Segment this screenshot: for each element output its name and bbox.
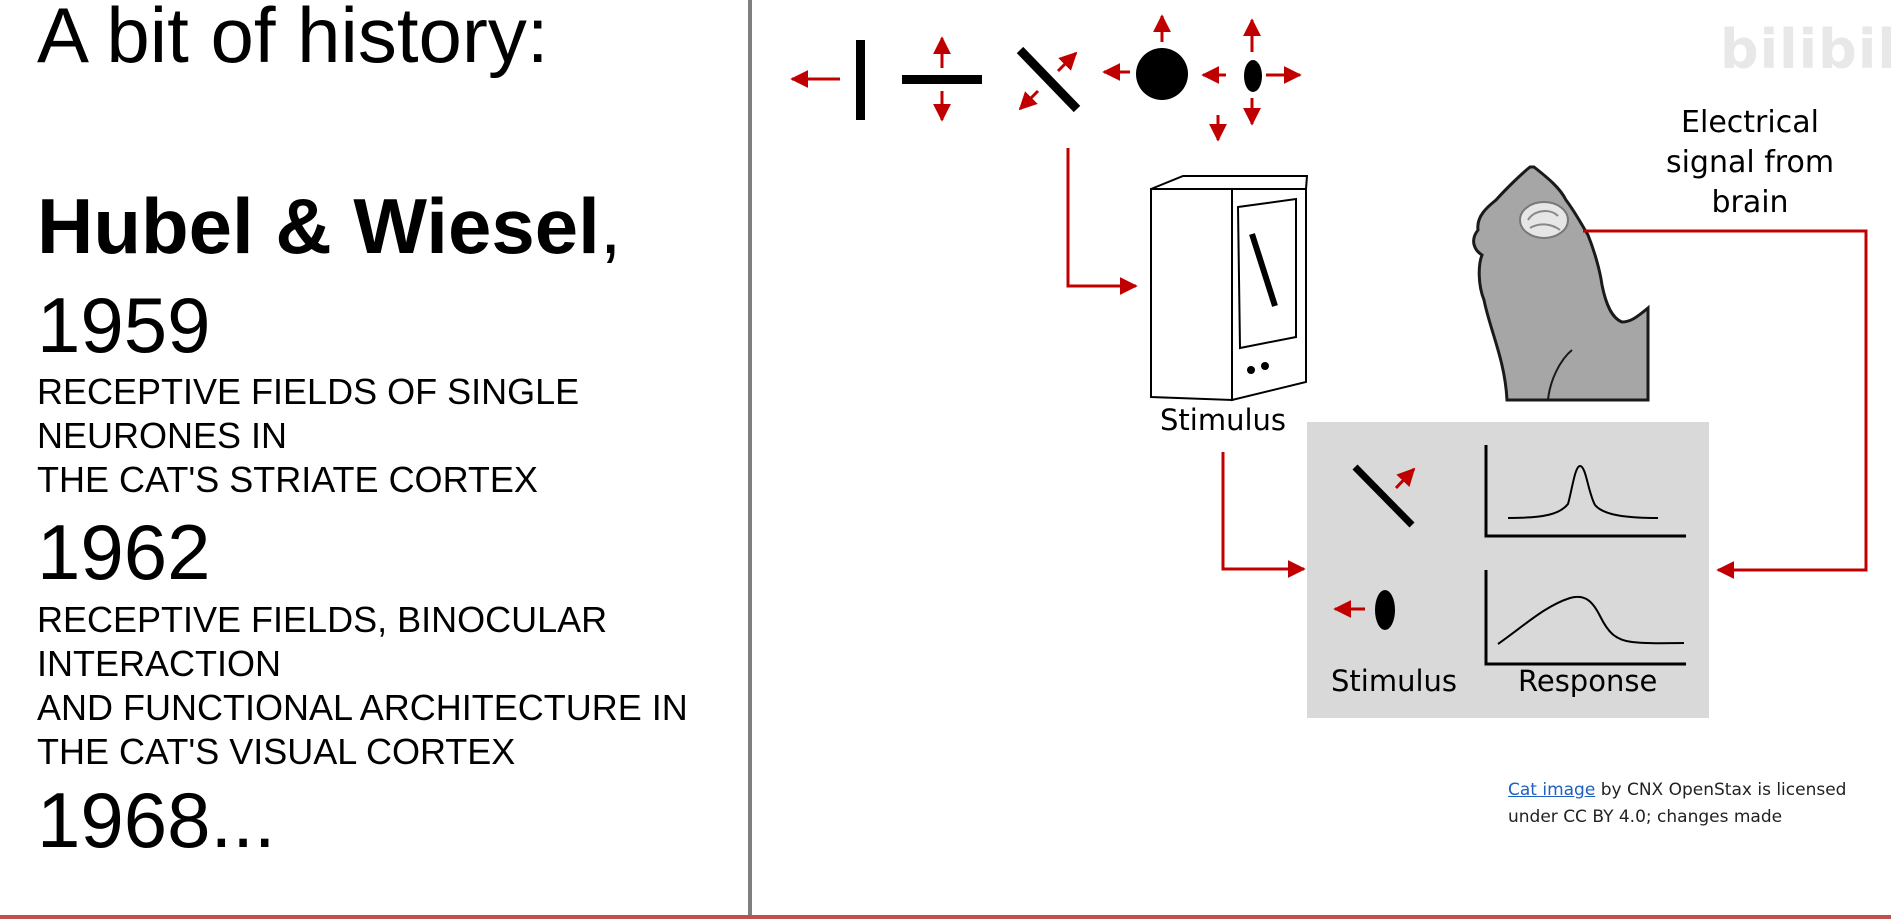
bottom-rule xyxy=(0,915,1891,919)
paper-title-line: INTERACTION xyxy=(37,643,282,684)
text-column: A bit of history: Hubel & Wiesel, 1959 R… xyxy=(0,0,748,919)
stimulus-horizontal-bar xyxy=(902,36,982,122)
paper-title-line: RECEPTIVE FIELDS OF SINGLE xyxy=(37,371,580,412)
paper-title-line: RECEPTIVE FIELDS, BINOCULAR xyxy=(37,599,608,640)
authors-comma: , xyxy=(599,182,622,270)
authors-names: Hubel & Wiesel xyxy=(37,182,600,270)
paper-title-1959: RECEPTIVE FIELDS OF SINGLE NEURONES IN T… xyxy=(37,370,579,502)
paper-year-1959: 1959 xyxy=(37,281,211,369)
stimulus-ellipse xyxy=(1201,18,1302,142)
arrow-to-monitor xyxy=(1066,148,1138,295)
column-divider xyxy=(748,0,752,919)
panel-diagonal-stimulus xyxy=(1352,464,1415,528)
signal-wire xyxy=(1583,229,1868,579)
stimulus-vertical-bar xyxy=(790,40,865,120)
paper-year-1962: 1962 xyxy=(37,508,211,596)
credit-line-2: under CC BY 4.0; changes made xyxy=(1508,807,1783,827)
panel-response-label: Response xyxy=(1518,664,1658,698)
response-axes-top xyxy=(1484,445,1686,538)
stimulus-dot xyxy=(1102,14,1188,100)
paper-title-line: THE CAT'S STRIATE CORTEX xyxy=(37,459,538,500)
response-curve-broad xyxy=(1497,595,1685,645)
response-axes-bottom xyxy=(1484,570,1686,666)
slide-heading: A bit of history: xyxy=(37,0,549,79)
arrow-to-panel xyxy=(1221,452,1306,578)
paper-title-1962: RECEPTIVE FIELDS, BINOCULAR INTERACTION … xyxy=(37,598,688,774)
results-panel xyxy=(1307,422,1709,718)
stimulus-monitor xyxy=(1150,175,1309,402)
cat-image-link[interactable]: Cat image xyxy=(1508,780,1596,800)
authors-heading: Hubel & Wiesel, xyxy=(37,181,621,271)
paper-title-line: NEURONES IN xyxy=(37,415,288,456)
more-years: 1968... xyxy=(37,776,276,864)
credit-line-1: Cat image by CNX OpenStax is licensed xyxy=(1508,777,1846,804)
signal-label: Electrical signal from brain xyxy=(1665,105,1835,220)
cat-image xyxy=(1472,165,1650,402)
stimulus-label: Stimulus xyxy=(1160,403,1287,437)
image-credit: Cat image by CNX OpenStax is licensed un… xyxy=(1508,777,1846,831)
bilibili-watermark: bilibili xyxy=(1720,18,1891,81)
response-curve-peak xyxy=(1507,464,1659,519)
stimulus-diagonal-bar xyxy=(1016,46,1081,113)
paper-title-line: THE CAT'S VISUAL CORTEX xyxy=(37,731,516,772)
credit-license-text: by CNX OpenStax is licensed xyxy=(1595,780,1847,800)
paper-title-line: AND FUNCTIONAL ARCHITECTURE IN xyxy=(37,687,688,728)
panel-stimulus-label: Stimulus xyxy=(1331,664,1458,698)
experiment-diagram xyxy=(790,14,1868,718)
panel-ellipse-stimulus xyxy=(1375,590,1395,630)
panel-stimulus-direction-arrow xyxy=(1394,467,1416,490)
